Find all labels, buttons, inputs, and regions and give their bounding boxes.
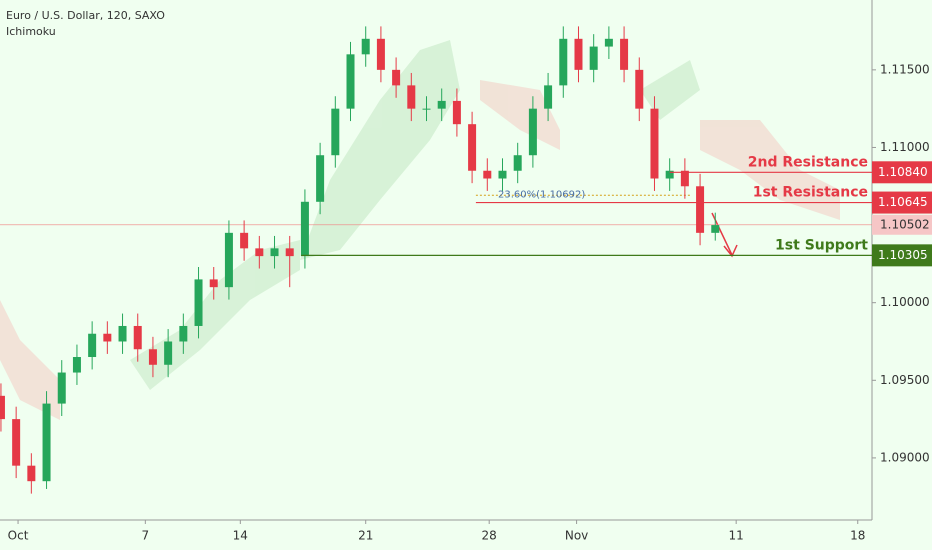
- candle-body: [331, 108, 340, 156]
- candle-body: [209, 279, 218, 288]
- y-tick-label: 1.11500: [880, 62, 930, 76]
- candle-body: [57, 372, 66, 404]
- candle-body: [300, 201, 309, 257]
- candle-body: [574, 38, 583, 70]
- candle-body: [528, 108, 537, 156]
- level-price: 1.10305: [878, 248, 928, 262]
- level-name: 1st Resistance: [753, 185, 868, 201]
- y-tick-label: 1.10000: [880, 295, 930, 309]
- candle-body: [635, 69, 644, 109]
- chart-title: Euro / U.S. Dollar, 120, SAXO: [6, 9, 165, 22]
- candle-body: [72, 357, 81, 373]
- candle-body: [620, 38, 629, 70]
- level-price: 1.10840: [878, 165, 928, 179]
- y-tick-label: 1.09000: [880, 450, 930, 464]
- last-price-label: 1.10502: [880, 217, 930, 231]
- candle-body: [27, 465, 36, 482]
- x-tick-label: 14: [233, 529, 248, 543]
- candle-body: [88, 333, 97, 358]
- candle-body: [42, 403, 51, 482]
- ichimoku-cloud: [0, 40, 840, 420]
- candle-body: [164, 341, 173, 365]
- level-price: 1.10645: [878, 195, 928, 209]
- candle-body: [559, 38, 568, 86]
- candle-body: [468, 124, 477, 171]
- x-tick-label: 28: [482, 529, 497, 543]
- last-price-box: [872, 214, 932, 235]
- candle-body: [376, 38, 385, 70]
- x-tick-label: 7: [142, 529, 150, 543]
- indicator-label: Ichimoku: [6, 25, 56, 38]
- candle-body: [483, 170, 492, 179]
- candle-body: [498, 170, 507, 179]
- candle-body: [224, 232, 233, 288]
- level-box: [872, 244, 932, 267]
- candle-body: [316, 155, 325, 202]
- x-tick-label: 11: [729, 529, 744, 543]
- candle-body: [680, 170, 689, 187]
- x-tick-label: Oct: [8, 529, 29, 543]
- candle-body: [148, 349, 157, 365]
- candle-body: [103, 333, 112, 342]
- y-tick-label: 1.11000: [880, 140, 930, 154]
- candle-body: [452, 100, 461, 125]
- level-name: 1st Support: [775, 237, 868, 253]
- x-tick-label: 21: [358, 529, 373, 543]
- candle-body: [0, 395, 5, 420]
- candle-body: [240, 232, 249, 249]
- level-box: [872, 191, 932, 214]
- level-box: [872, 161, 932, 184]
- x-tick-label: Nov: [565, 529, 588, 543]
- candle-body: [544, 85, 553, 109]
- candle-body: [711, 225, 720, 233]
- candle-body: [604, 38, 613, 47]
- candle-body: [407, 85, 416, 109]
- candle-body: [361, 38, 370, 55]
- candle-body: [422, 108, 431, 110]
- candle-body: [194, 279, 203, 326]
- candle-body: [696, 186, 705, 233]
- candle-body: [285, 248, 294, 257]
- candle-body: [437, 100, 446, 109]
- y-tick-label: 1.09500: [880, 373, 930, 387]
- fib-label: 23.60%(1.10692): [498, 189, 585, 200]
- candle-body: [118, 325, 127, 342]
- candle-body: [133, 325, 142, 350]
- x-tick-label: 18: [850, 529, 865, 543]
- candle-body: [179, 325, 188, 342]
- candle-body: [270, 248, 279, 257]
- candle-body: [665, 170, 674, 179]
- candle-body: [12, 419, 21, 466]
- candle-body: [392, 69, 401, 86]
- level-name: 2nd Resistance: [748, 154, 868, 170]
- candle-body: [589, 46, 598, 70]
- candle-body: [255, 248, 264, 257]
- candle-body: [346, 54, 355, 109]
- candle-body: [650, 108, 659, 179]
- candle-body: [513, 155, 522, 171]
